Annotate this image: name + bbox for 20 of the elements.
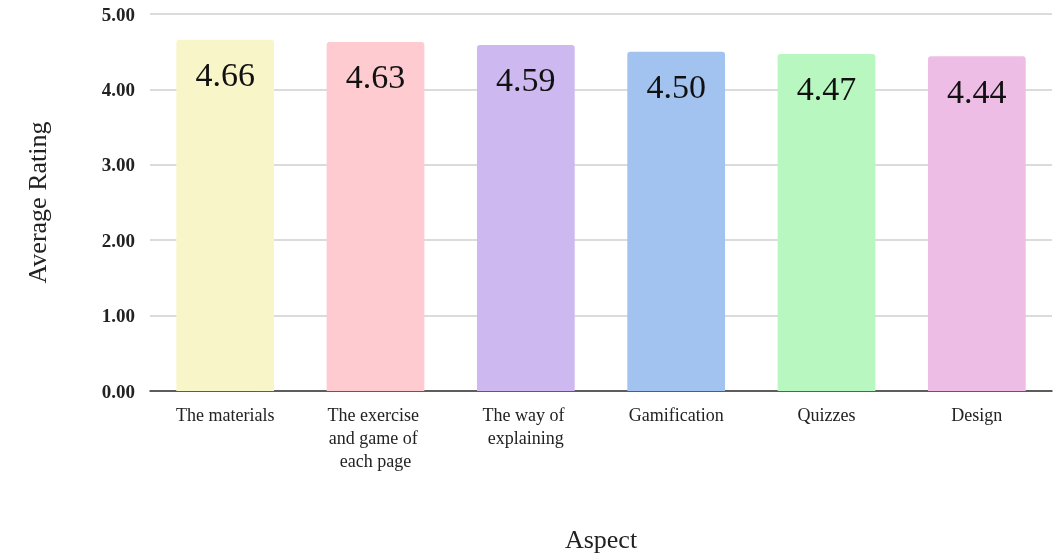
- x-tick-label: Quizzes: [797, 404, 856, 425]
- y-tick-label: 4.00: [101, 78, 135, 100]
- y-tick-label: 1.00: [101, 305, 135, 327]
- x-tick-label: The materials: [175, 404, 275, 425]
- y-tick-label: 3.00: [101, 154, 135, 176]
- x-tick-label: Gamification: [628, 404, 724, 425]
- x-tick-label: Design: [951, 404, 1003, 425]
- data-label: 4.50: [646, 68, 706, 106]
- data-label: 4.59: [496, 61, 556, 99]
- y-tick-label: 5.00: [101, 3, 135, 25]
- y-tick-label: 0.00: [101, 380, 135, 402]
- y-tick-label: 2.00: [101, 229, 135, 251]
- data-label: 4.66: [195, 56, 255, 94]
- data-label: 4.44: [947, 72, 1007, 110]
- data-label: 4.63: [345, 58, 406, 96]
- x-tick-label: The exercise and game of each page: [327, 404, 424, 471]
- y-axis-title: Average Rating: [22, 121, 52, 284]
- data-label: 4.47: [796, 70, 857, 108]
- x-axis-title: Aspect: [564, 524, 638, 554]
- x-tick-label: The way of explaining: [482, 404, 570, 448]
